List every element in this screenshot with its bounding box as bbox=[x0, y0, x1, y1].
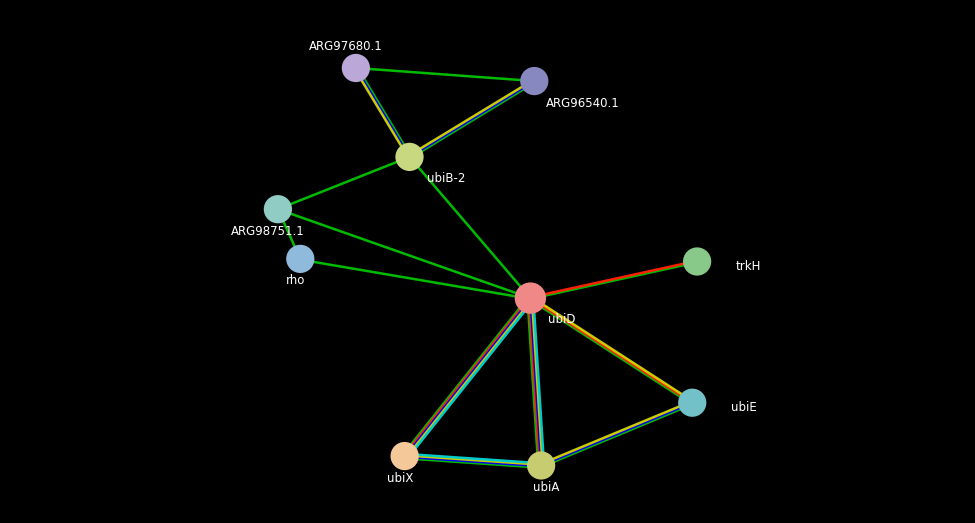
Ellipse shape bbox=[527, 451, 555, 480]
Ellipse shape bbox=[287, 245, 314, 273]
Text: ubiE: ubiE bbox=[731, 402, 757, 414]
Text: ubiD: ubiD bbox=[548, 313, 575, 325]
Ellipse shape bbox=[679, 389, 706, 417]
Text: ubiX: ubiX bbox=[386, 472, 413, 484]
Ellipse shape bbox=[342, 54, 370, 82]
Text: ARG97680.1: ARG97680.1 bbox=[309, 40, 383, 52]
Ellipse shape bbox=[515, 282, 546, 314]
Text: rho: rho bbox=[286, 275, 305, 287]
Ellipse shape bbox=[521, 67, 548, 95]
Text: trkH: trkH bbox=[736, 260, 761, 273]
Ellipse shape bbox=[396, 143, 423, 171]
Text: ubiB-2: ubiB-2 bbox=[427, 173, 465, 185]
Ellipse shape bbox=[264, 195, 292, 223]
Text: ubiA: ubiA bbox=[532, 481, 560, 494]
Ellipse shape bbox=[683, 247, 711, 276]
Text: ARG98751.1: ARG98751.1 bbox=[231, 225, 305, 237]
Text: ARG96540.1: ARG96540.1 bbox=[546, 97, 620, 109]
Ellipse shape bbox=[391, 442, 418, 470]
